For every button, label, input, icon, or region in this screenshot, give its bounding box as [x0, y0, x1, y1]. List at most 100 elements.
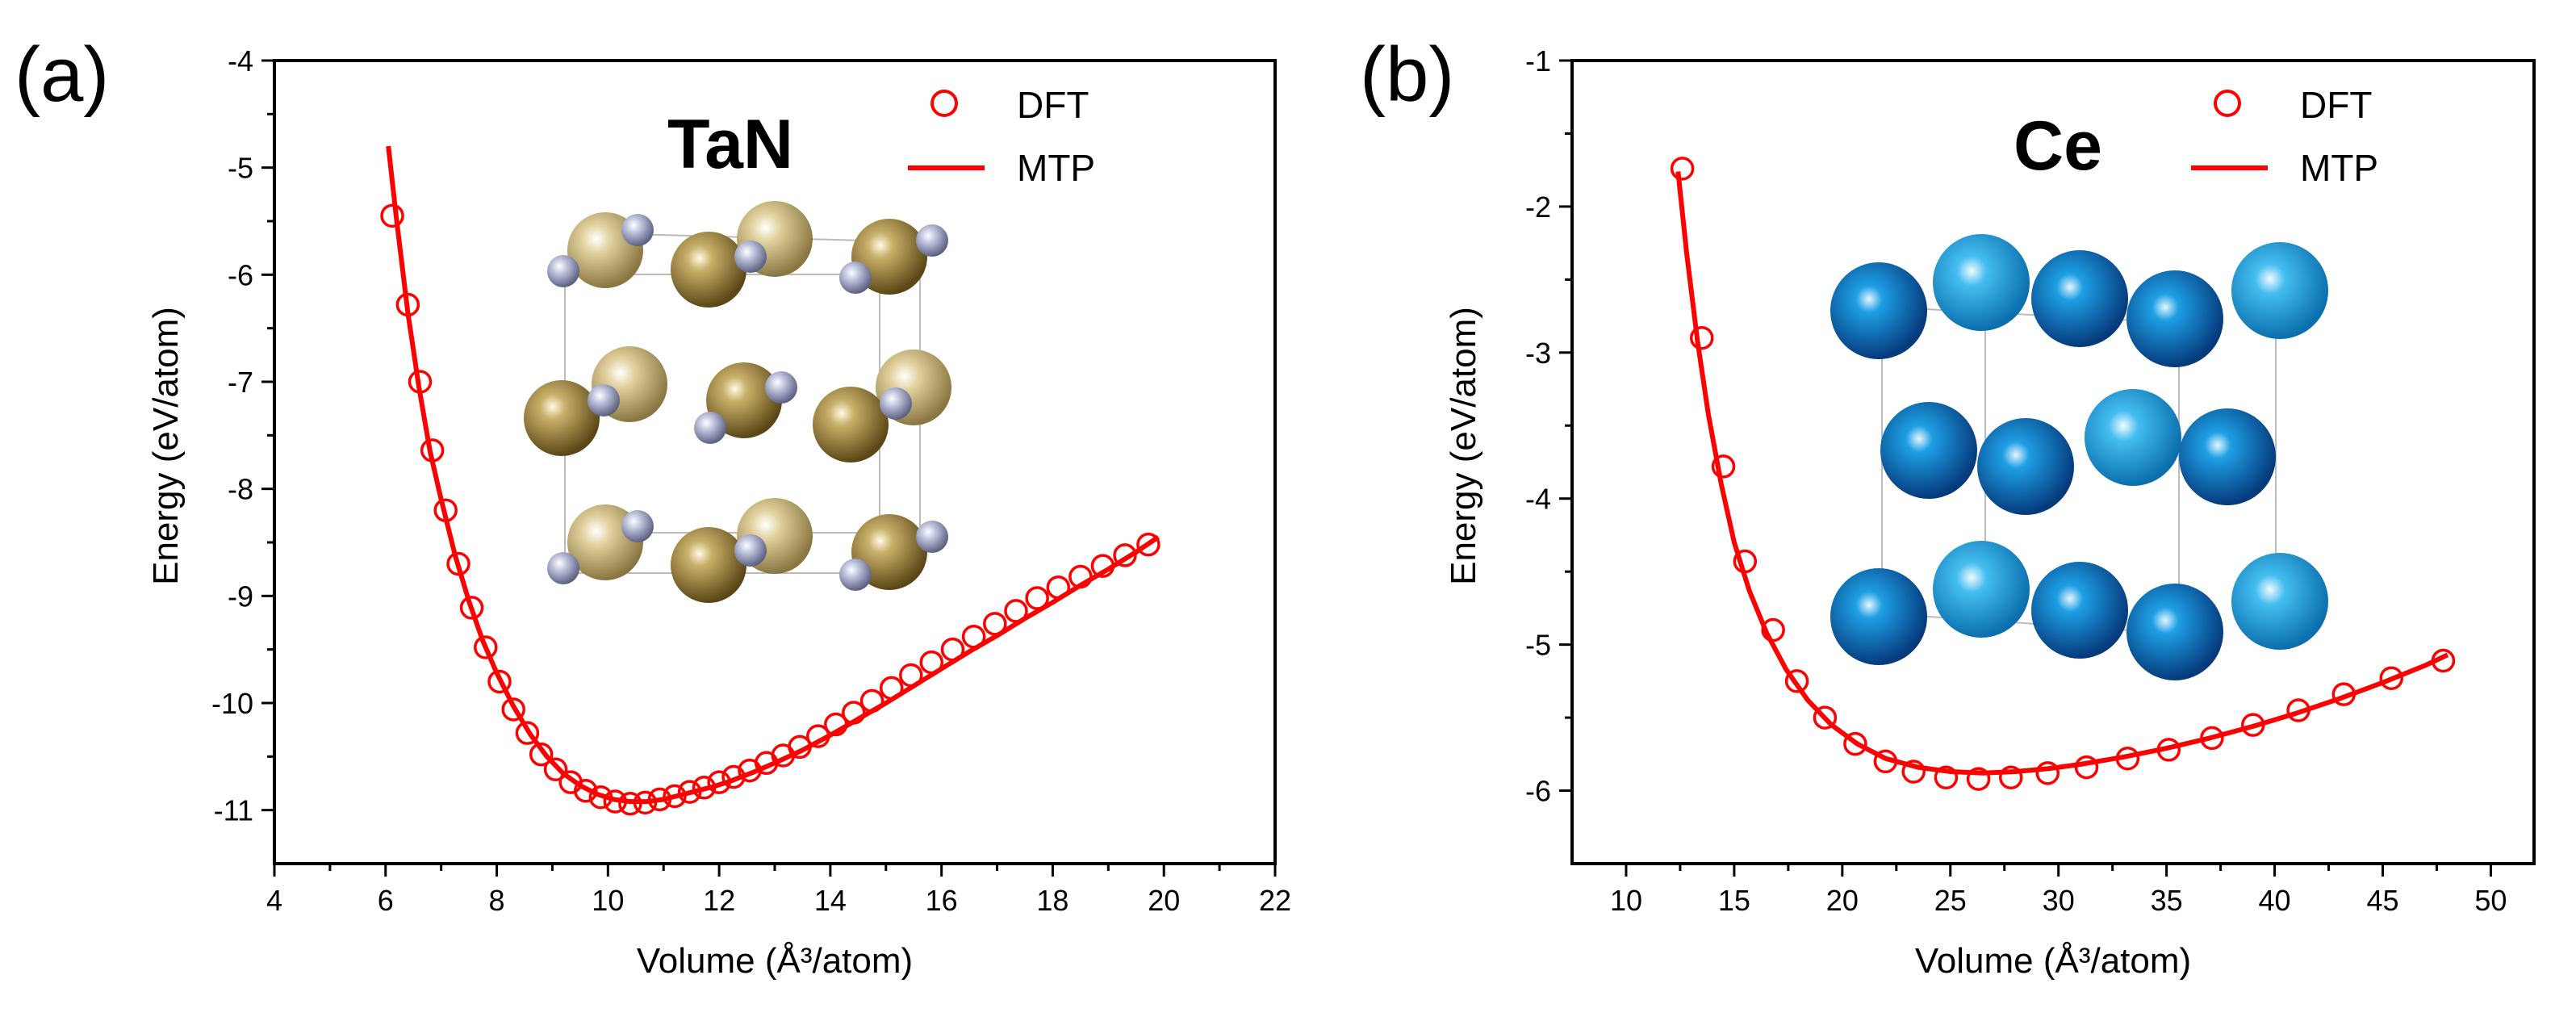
data-point-dft: [1813, 705, 1838, 730]
y-tick-label: -7: [228, 366, 253, 399]
data-point-dft: [529, 742, 554, 767]
y-tick-label: -4: [1525, 483, 1551, 516]
nitrogen-atom: [694, 412, 726, 444]
data-point-dft: [2035, 761, 2060, 785]
x-tick-label: 25: [1934, 884, 1967, 917]
x-tick-label: 22: [1259, 884, 1291, 917]
nitrogen-atom: [916, 521, 948, 553]
x-tick-label: 4: [266, 884, 282, 917]
legend-marker-dft: [930, 90, 958, 117]
cerium-atom: [2126, 584, 2223, 680]
nitrogen-atom: [734, 241, 767, 273]
x-tick-label: 40: [2259, 884, 2291, 917]
data-point-dft: [380, 203, 404, 228]
y-tick-label: -2: [1525, 190, 1551, 224]
data-point-dft: [543, 757, 568, 782]
data-point-dft: [1670, 157, 1695, 181]
nitrogen-atom: [839, 262, 872, 294]
data-point-dft: [574, 779, 598, 803]
y-tick-label: -5: [228, 152, 253, 185]
tantalum-atom: [524, 380, 600, 456]
data-point-dft: [487, 669, 512, 694]
legend: DFT MTP: [2191, 84, 2378, 189]
legend: DFT MTP: [908, 84, 1095, 189]
x-tick-label: 10: [1610, 884, 1642, 917]
data-point-dft: [459, 596, 484, 620]
plot-frame: [1570, 59, 2536, 865]
cerium-atom: [2085, 389, 2181, 486]
x-tick-label: 15: [1718, 884, 1750, 917]
data-point-dft: [515, 721, 540, 745]
y-tick-label: -3: [1525, 337, 1551, 370]
data-point-dft: [2379, 666, 2403, 690]
cerium-atom: [1933, 234, 2030, 331]
legend-label-mtp: MTP: [1017, 147, 1095, 189]
y-tick-label: -9: [228, 580, 253, 613]
ce-crystal-structure: [1830, 234, 2328, 680]
y-axis-label: Energy (eV/atom): [146, 307, 186, 585]
tantalum-atom: [813, 387, 889, 462]
nitrogen-atom: [547, 255, 579, 287]
y-tick-label: -1: [1525, 44, 1551, 77]
y-tick-label: -8: [228, 473, 253, 506]
panel-label: (a): [15, 31, 109, 118]
data-point-dft: [1136, 532, 1160, 557]
nitrogen-atom: [621, 214, 654, 246]
legend-label-dft: DFT: [2300, 84, 2372, 126]
data-point-dft: [1843, 731, 1867, 756]
cerium-atom: [2126, 270, 2223, 367]
y-tick-label: -4: [228, 44, 253, 77]
nitrogen-atom: [765, 371, 797, 404]
legend-label-dft: DFT: [1017, 84, 1089, 126]
cerium-atom: [1830, 568, 1927, 665]
x-tick-label: 20: [1826, 884, 1859, 917]
x-tick-label: 35: [2151, 884, 2183, 917]
x-tick-label: 18: [1036, 884, 1068, 917]
nitrogen-atom: [839, 559, 872, 591]
tantalum-atom: [671, 232, 746, 308]
y-tick-label: -5: [1525, 629, 1551, 662]
x-axis-label: Volume (Å³/atom): [637, 941, 913, 981]
tantalum-atom: [671, 527, 746, 603]
cerium-atom: [1830, 262, 1927, 359]
data-point-dft: [1113, 543, 1137, 567]
cerium-atom: [1880, 402, 1977, 499]
x-tick-label: 30: [2043, 884, 2075, 917]
cerium-atom: [1977, 418, 2074, 515]
cerium-atom: [1933, 541, 2030, 638]
data-point-dft: [1966, 767, 1991, 791]
y-tick-label: -10: [211, 687, 253, 720]
cerium-atom: [2031, 250, 2128, 347]
x-axis-label: Volume (Å³/atom): [1915, 941, 2191, 981]
x-tick-label: 16: [926, 884, 958, 917]
data-point-dft: [474, 635, 498, 659]
tan-crystal-structure: [524, 201, 951, 603]
nitrogen-atom: [916, 224, 948, 257]
x-tick-label: 6: [378, 884, 394, 917]
y-tick-label: -6: [1525, 775, 1551, 808]
y-tick-label: -11: [214, 794, 253, 827]
panel-label: (b): [1360, 31, 1454, 118]
cerium-atom: [2031, 562, 2128, 659]
x-tick-label: 45: [2366, 884, 2398, 917]
tantalum-atom: [706, 362, 782, 438]
cerium-atom: [2231, 553, 2328, 650]
x-tick-label: 50: [2474, 884, 2507, 917]
panel-ce: (b) Ce 10 15 20 25 30 35 40 45 50 -1 -2 -3 -4 -5 -6 Volum…: [1360, 31, 2536, 981]
x-tick-label: 10: [592, 884, 624, 917]
panel-tan: (a) TaN 4 6 8 10 12 14 16 18 20 22 -4 -5 -6 -7 -8 -9 -10 -1…: [15, 31, 1291, 981]
y-tick-label: -6: [228, 258, 253, 291]
data-point-dft: [1901, 760, 1926, 784]
nitrogen-atom: [547, 552, 579, 584]
nitrogen-atom: [734, 534, 767, 567]
data-point-dft: [1711, 454, 1736, 479]
data-point-dft: [1689, 325, 1714, 350]
data-point-dft: [501, 697, 525, 722]
x-tick-label: 14: [814, 884, 847, 917]
x-tick-label: 20: [1148, 884, 1180, 917]
nitrogen-atom: [588, 384, 620, 416]
cerium-atom: [2231, 242, 2328, 339]
data-point-dft: [1934, 765, 1959, 790]
